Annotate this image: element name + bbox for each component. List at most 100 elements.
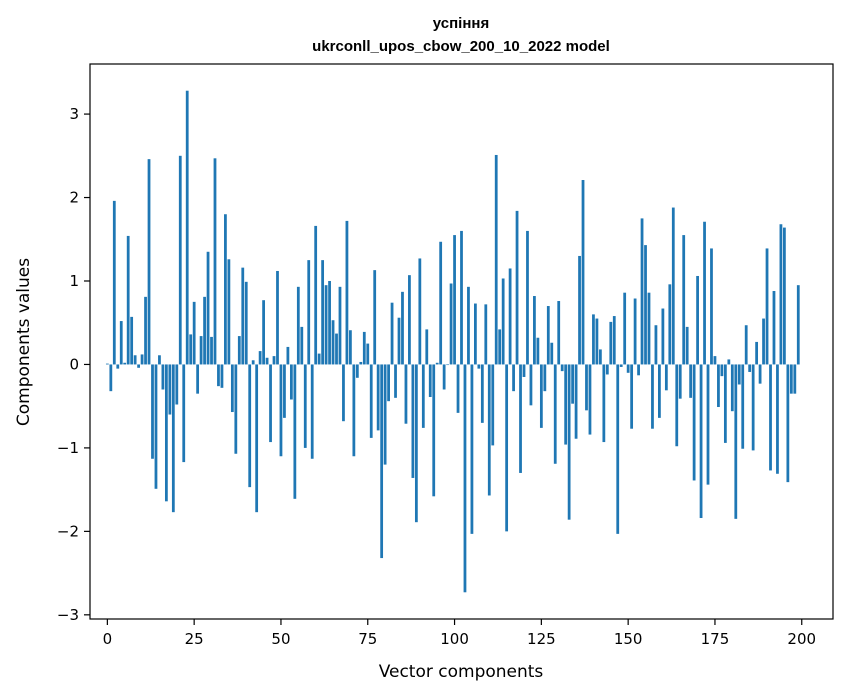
bar-42 bbox=[251, 360, 255, 365]
bar-155 bbox=[644, 245, 647, 365]
bar-123 bbox=[533, 296, 536, 365]
bar-94 bbox=[432, 364, 436, 497]
chart-title: успіння bbox=[433, 15, 489, 32]
x-tick-label: 50 bbox=[271, 630, 290, 648]
bar-12 bbox=[147, 159, 151, 365]
bar-80 bbox=[383, 364, 387, 465]
bar-179 bbox=[727, 359, 731, 365]
plot-frame bbox=[89, 63, 834, 620]
bar-53 bbox=[289, 364, 293, 400]
bar-93 bbox=[428, 364, 432, 397]
bar-192 bbox=[772, 291, 776, 365]
bar-103 bbox=[463, 364, 467, 593]
bar-15 bbox=[158, 355, 161, 365]
bar-68 bbox=[342, 364, 345, 422]
bar-126 bbox=[543, 364, 547, 392]
bar-168 bbox=[689, 364, 693, 398]
bar-178 bbox=[723, 364, 727, 443]
x-tick-label: 75 bbox=[358, 630, 377, 648]
bar-190 bbox=[765, 248, 769, 365]
bar-11 bbox=[144, 296, 147, 365]
bar-173 bbox=[706, 364, 710, 485]
bar-129 bbox=[553, 364, 557, 464]
bar-187 bbox=[755, 341, 759, 365]
bar-127 bbox=[546, 306, 550, 365]
bar-100 bbox=[453, 235, 456, 365]
bar-2 bbox=[112, 200, 116, 365]
bar-113 bbox=[498, 329, 502, 365]
bar-76 bbox=[369, 364, 373, 438]
bar-63 bbox=[324, 285, 328, 365]
bar-163 bbox=[671, 207, 675, 365]
bar-48 bbox=[272, 356, 276, 365]
bar-98 bbox=[446, 364, 449, 366]
bar-95 bbox=[435, 362, 439, 365]
bar-20 bbox=[175, 364, 179, 405]
bar-16 bbox=[161, 364, 165, 390]
x-tick-label: 25 bbox=[185, 630, 204, 648]
bar-34 bbox=[224, 214, 227, 365]
bar-102 bbox=[460, 230, 463, 365]
bar-89 bbox=[414, 364, 418, 523]
bar-88 bbox=[411, 364, 415, 478]
bar-84 bbox=[397, 317, 401, 365]
bar-28 bbox=[203, 296, 206, 365]
bar-176 bbox=[717, 364, 720, 408]
bar-149 bbox=[623, 292, 627, 365]
bar-7 bbox=[130, 316, 134, 365]
bar-78 bbox=[376, 364, 380, 431]
bar-132 bbox=[564, 364, 568, 445]
bar-162 bbox=[668, 284, 672, 365]
bar-13 bbox=[151, 364, 154, 459]
bar-61 bbox=[317, 353, 321, 365]
bar-114 bbox=[501, 278, 505, 365]
bar-183 bbox=[741, 364, 745, 449]
bar-142 bbox=[598, 349, 602, 365]
bar-138 bbox=[585, 364, 588, 411]
bar-164 bbox=[675, 364, 679, 447]
x-tick-label: 100 bbox=[440, 630, 469, 648]
bar-153 bbox=[637, 364, 640, 376]
bar-14 bbox=[154, 364, 158, 489]
bar-0 bbox=[105, 363, 109, 365]
bar-25 bbox=[192, 301, 196, 365]
y-axis-label: Components values bbox=[14, 258, 34, 426]
y-tick-label: 2 bbox=[69, 189, 79, 207]
bar-72 bbox=[355, 364, 359, 378]
bar-66 bbox=[335, 333, 338, 365]
bar-4 bbox=[119, 321, 123, 365]
bar-118 bbox=[515, 210, 519, 365]
bar-62 bbox=[321, 260, 325, 365]
bar-112 bbox=[494, 154, 498, 365]
bar-143 bbox=[602, 364, 606, 443]
bar-170 bbox=[696, 275, 699, 365]
bar-134 bbox=[571, 364, 574, 404]
bar-128 bbox=[550, 342, 554, 365]
bar-29 bbox=[206, 251, 210, 365]
bar-6 bbox=[126, 235, 130, 365]
bar-71 bbox=[352, 364, 356, 457]
bar-56 bbox=[300, 326, 304, 365]
bar-35 bbox=[227, 259, 231, 365]
x-tick-label: 150 bbox=[614, 630, 643, 648]
bar-70 bbox=[349, 330, 352, 365]
bar-90 bbox=[418, 258, 422, 365]
bar-39 bbox=[241, 267, 245, 365]
bar-47 bbox=[269, 364, 272, 443]
bar-26 bbox=[196, 364, 200, 394]
bar-194 bbox=[779, 224, 783, 365]
bar-119 bbox=[519, 364, 522, 473]
bar-135 bbox=[574, 364, 578, 439]
bar-166 bbox=[682, 235, 686, 365]
bar-17 bbox=[164, 364, 168, 502]
bar-101 bbox=[456, 364, 460, 413]
bar-124 bbox=[536, 337, 540, 365]
x-tick-label: 0 bbox=[103, 630, 113, 648]
bar-174 bbox=[710, 248, 713, 365]
bar-31 bbox=[213, 158, 217, 365]
bar-79 bbox=[380, 364, 384, 559]
y-tick-label: 3 bbox=[69, 105, 79, 123]
bar-152 bbox=[633, 298, 637, 365]
bar-122 bbox=[529, 364, 533, 406]
